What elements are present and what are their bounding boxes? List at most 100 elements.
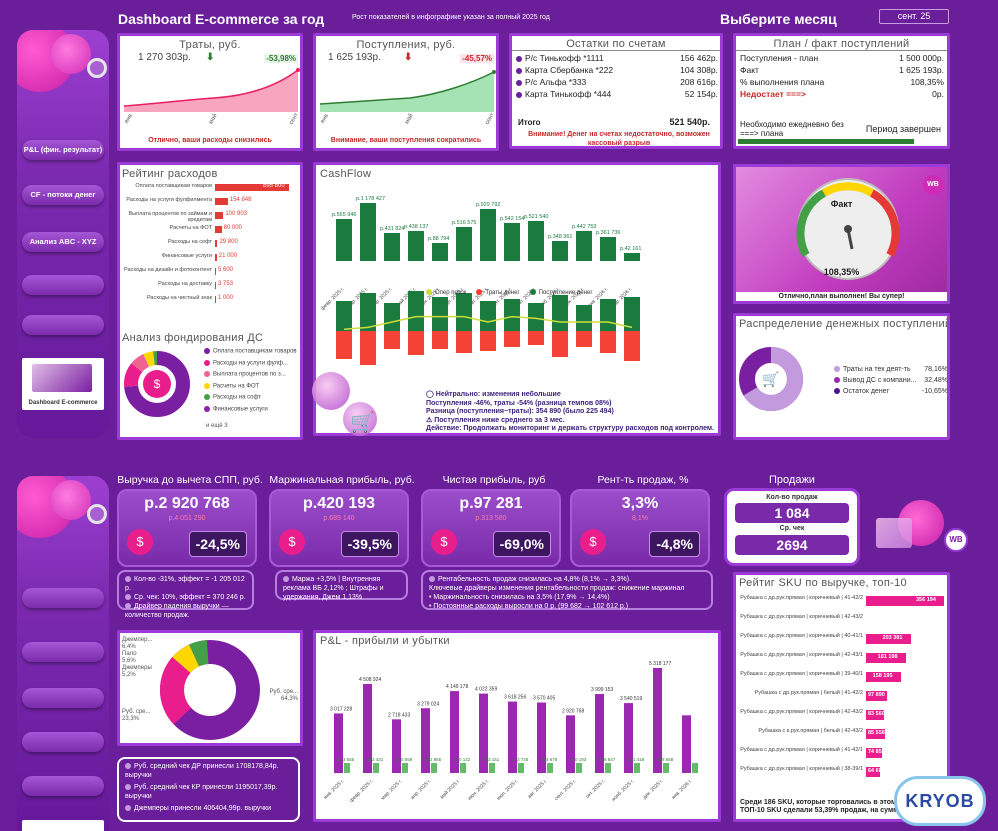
sku-bar bbox=[866, 710, 885, 720]
nav-empty-button[interactable] bbox=[22, 315, 104, 335]
nav-empty-button[interactable] bbox=[22, 588, 104, 608]
sku-bar bbox=[866, 748, 883, 758]
month-select[interactable]: сент. 25 bbox=[879, 9, 949, 24]
sku-value: 158 195 bbox=[872, 673, 893, 679]
sku-value: 204 ... bbox=[868, 616, 884, 622]
gauge-label: Факт bbox=[830, 199, 853, 209]
legend-dot bbox=[476, 289, 483, 295]
magnifier-icon bbox=[87, 58, 107, 78]
legend-dot bbox=[529, 289, 536, 295]
legend-dot bbox=[834, 377, 840, 384]
cf-expense-bar bbox=[432, 331, 448, 349]
wb-badge: WB bbox=[944, 528, 968, 552]
kpi-card: 3,3% 8,1% $ -4,8% bbox=[570, 489, 710, 567]
header-subtitle: Рост показателей в инфографике указан за… bbox=[352, 14, 550, 21]
arrow-down-icon: ⬇ bbox=[206, 52, 215, 63]
note-line: • Постоянные расходы выросли на 0 р. (99… bbox=[429, 603, 629, 610]
cashflow-title: CashFlow bbox=[320, 168, 372, 180]
rating-bar bbox=[215, 198, 228, 205]
pnl-profit-label: 482 431 bbox=[367, 757, 384, 762]
plan-progress-bar bbox=[738, 139, 914, 144]
nav-empty-button[interactable] bbox=[22, 732, 104, 752]
rating-label: Расходы на чистный знак bbox=[146, 295, 212, 301]
pnl-revenue-bar bbox=[566, 715, 575, 773]
balances-warning: Внимание! Денег на счетах недостаточно, … bbox=[528, 131, 710, 147]
cf-income-bar bbox=[456, 293, 472, 331]
funding-legend-item: Расчеты на ФОТ bbox=[204, 382, 300, 389]
cf-legend-item: Поступление денег bbox=[529, 289, 593, 296]
bullet-icon bbox=[125, 805, 131, 812]
nav-empty-button[interactable] bbox=[22, 776, 104, 796]
watermark-logo: KRYOB bbox=[894, 776, 986, 826]
pnl-profit-bar bbox=[547, 763, 553, 773]
cf-income-bar bbox=[624, 253, 640, 261]
sku-bar bbox=[866, 691, 888, 701]
cf-value-label: р.542 154 bbox=[500, 216, 524, 222]
cf-value-label: р.361 736 bbox=[596, 230, 620, 236]
rating-value: 5 600 bbox=[218, 267, 234, 273]
cf-expense-bar bbox=[456, 331, 472, 353]
sku-bar bbox=[866, 729, 885, 739]
cf-income-bar bbox=[432, 297, 448, 331]
cf-expense-bar bbox=[384, 331, 400, 349]
sku-value: 97 890 bbox=[868, 692, 885, 698]
plan-name: % выполнения плана bbox=[740, 77, 825, 87]
pnl-profit-bar bbox=[634, 763, 640, 773]
balance-row: Р/с Тинькофф *1111 156 462р. bbox=[514, 52, 720, 64]
sku-footer: Среди 186 SKU, которые торговались в это… bbox=[740, 799, 924, 814]
sidebar-bottom bbox=[17, 476, 109, 831]
cf-expense-bar bbox=[600, 331, 616, 353]
rating-value: 3 753 bbox=[218, 281, 234, 287]
rating-card: Рейтинг расходов Оплата поставщикам това… bbox=[117, 162, 303, 440]
pnl-revenue-bar bbox=[682, 715, 691, 773]
expenses-title: Траты, руб. bbox=[179, 39, 241, 51]
pnl-revenue-bar bbox=[624, 703, 633, 773]
pnl-profit-bar bbox=[431, 763, 437, 773]
nav-cf-button[interactable]: CF - потоки денег bbox=[22, 185, 104, 205]
rating-label: Расходы на доставку bbox=[158, 281, 212, 287]
income-message: Внимание, ваши поступления сократились bbox=[330, 137, 482, 144]
pnl-revenue-label: 3 279 024 bbox=[417, 701, 439, 707]
bullet-icon bbox=[429, 576, 435, 583]
cf-income-bar bbox=[360, 293, 376, 331]
kpi-delta: -39,5% bbox=[340, 531, 399, 557]
rating-label: Оплата поставщикам товаров bbox=[135, 183, 212, 189]
nav-empty-button[interactable] bbox=[22, 642, 104, 662]
nav-pnl-button[interactable]: P&L (фин. результат) bbox=[22, 140, 104, 160]
kpi-card: р.420 193 р.689 140 $ -39,5% bbox=[269, 489, 409, 567]
pnl-profit-bar bbox=[605, 763, 611, 773]
income-pct: -45,57% bbox=[460, 54, 494, 63]
balance-value: 156 462р. bbox=[680, 53, 718, 63]
sku-bar bbox=[866, 634, 911, 644]
note-line: Кол-во -31%, эффект = -1 205 012 р. bbox=[125, 576, 245, 592]
bullet-icon bbox=[125, 784, 131, 791]
plan-card: План / факт поступлений Поступления - пл… bbox=[733, 33, 950, 149]
kpi-title: Чистая прибыль, руб bbox=[442, 474, 546, 486]
sku-value: 85 558 bbox=[868, 730, 885, 736]
pnl-month-label: апр. 2025 г. bbox=[410, 778, 433, 801]
nav-empty-button[interactable] bbox=[22, 688, 104, 708]
legend-dot bbox=[204, 394, 210, 401]
pnl-profit-label: 583 151 bbox=[483, 757, 500, 762]
pnl-card: P&L - прибыли и убытки 3 017 228 513 555 я… bbox=[313, 630, 721, 822]
cf-operating-line bbox=[343, 315, 633, 330]
dashboard-thumbnail[interactable] bbox=[22, 820, 104, 831]
expenses-xlabel: янв bbox=[123, 113, 134, 125]
pnl-profit-label: 513 555 bbox=[338, 757, 355, 762]
pnl-revenue-bar bbox=[508, 701, 517, 773]
rating-label: Расходы на софт bbox=[167, 239, 212, 245]
cf-income-bar bbox=[408, 231, 424, 261]
funding-donut: $ bbox=[124, 351, 190, 417]
cf-expense-bar bbox=[576, 331, 592, 347]
dashboard-thumbnail[interactable]: Dashboard E-commerce bbox=[22, 358, 104, 410]
sku-label: Рубашка с др.рук.прямая | коричневый | 4… bbox=[740, 595, 863, 601]
expenses-pct: -53,98% bbox=[264, 54, 298, 63]
nav-abc-button[interactable]: Анализ ABC - XYZ bbox=[22, 232, 104, 252]
nav-empty-button[interactable] bbox=[22, 275, 104, 295]
cf-income-bar bbox=[552, 295, 568, 331]
bullet-icon bbox=[125, 763, 131, 770]
note-line: Ср. чек: 10%, эффект = 370 246 р. bbox=[125, 593, 246, 602]
rating-label: Расчеты на ФОТ bbox=[169, 225, 212, 231]
cart-bubble bbox=[343, 402, 377, 436]
